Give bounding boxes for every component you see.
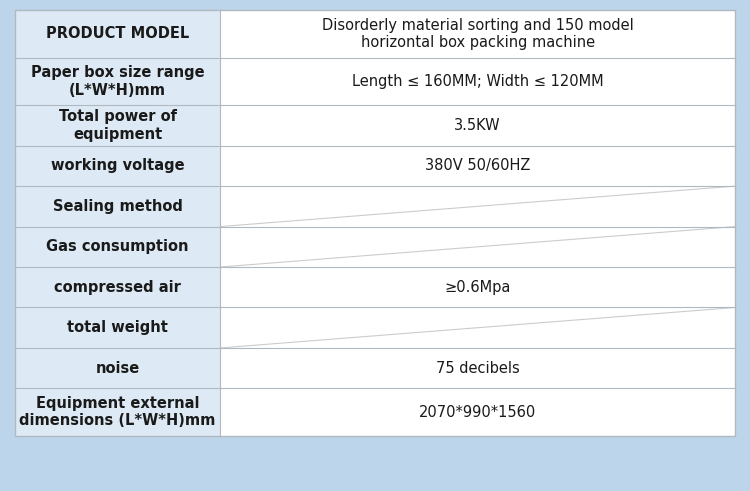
Text: Gas consumption: Gas consumption <box>46 239 189 254</box>
Text: compressed air: compressed air <box>54 280 181 295</box>
Text: Length ≤ 160MM; Width ≤ 120MM: Length ≤ 160MM; Width ≤ 120MM <box>352 74 604 89</box>
Text: total weight: total weight <box>68 320 168 335</box>
Text: ≥0.6Mpa: ≥0.6Mpa <box>445 280 511 295</box>
Text: Paper box size range
(L*W*H)mm: Paper box size range (L*W*H)mm <box>31 65 205 98</box>
Text: PRODUCT MODEL: PRODUCT MODEL <box>46 27 189 41</box>
Text: Sealing method: Sealing method <box>53 199 182 214</box>
Text: working voltage: working voltage <box>51 159 184 173</box>
Text: 380V 50/60HZ: 380V 50/60HZ <box>425 159 530 173</box>
Text: 75 decibels: 75 decibels <box>436 361 520 376</box>
Text: 2070*990*1560: 2070*990*1560 <box>419 405 536 420</box>
Text: Total power of
equipment: Total power of equipment <box>58 109 176 141</box>
Text: 3.5KW: 3.5KW <box>454 118 501 133</box>
Bar <box>15 10 735 436</box>
Text: Disorderly material sorting and 150 model
horizontal box packing machine: Disorderly material sorting and 150 mode… <box>322 18 634 50</box>
Bar <box>15 10 735 436</box>
Bar <box>15 10 220 436</box>
Text: noise: noise <box>95 361 140 376</box>
Text: Equipment external
dimensions (L*W*H)mm: Equipment external dimensions (L*W*H)mm <box>20 396 216 429</box>
